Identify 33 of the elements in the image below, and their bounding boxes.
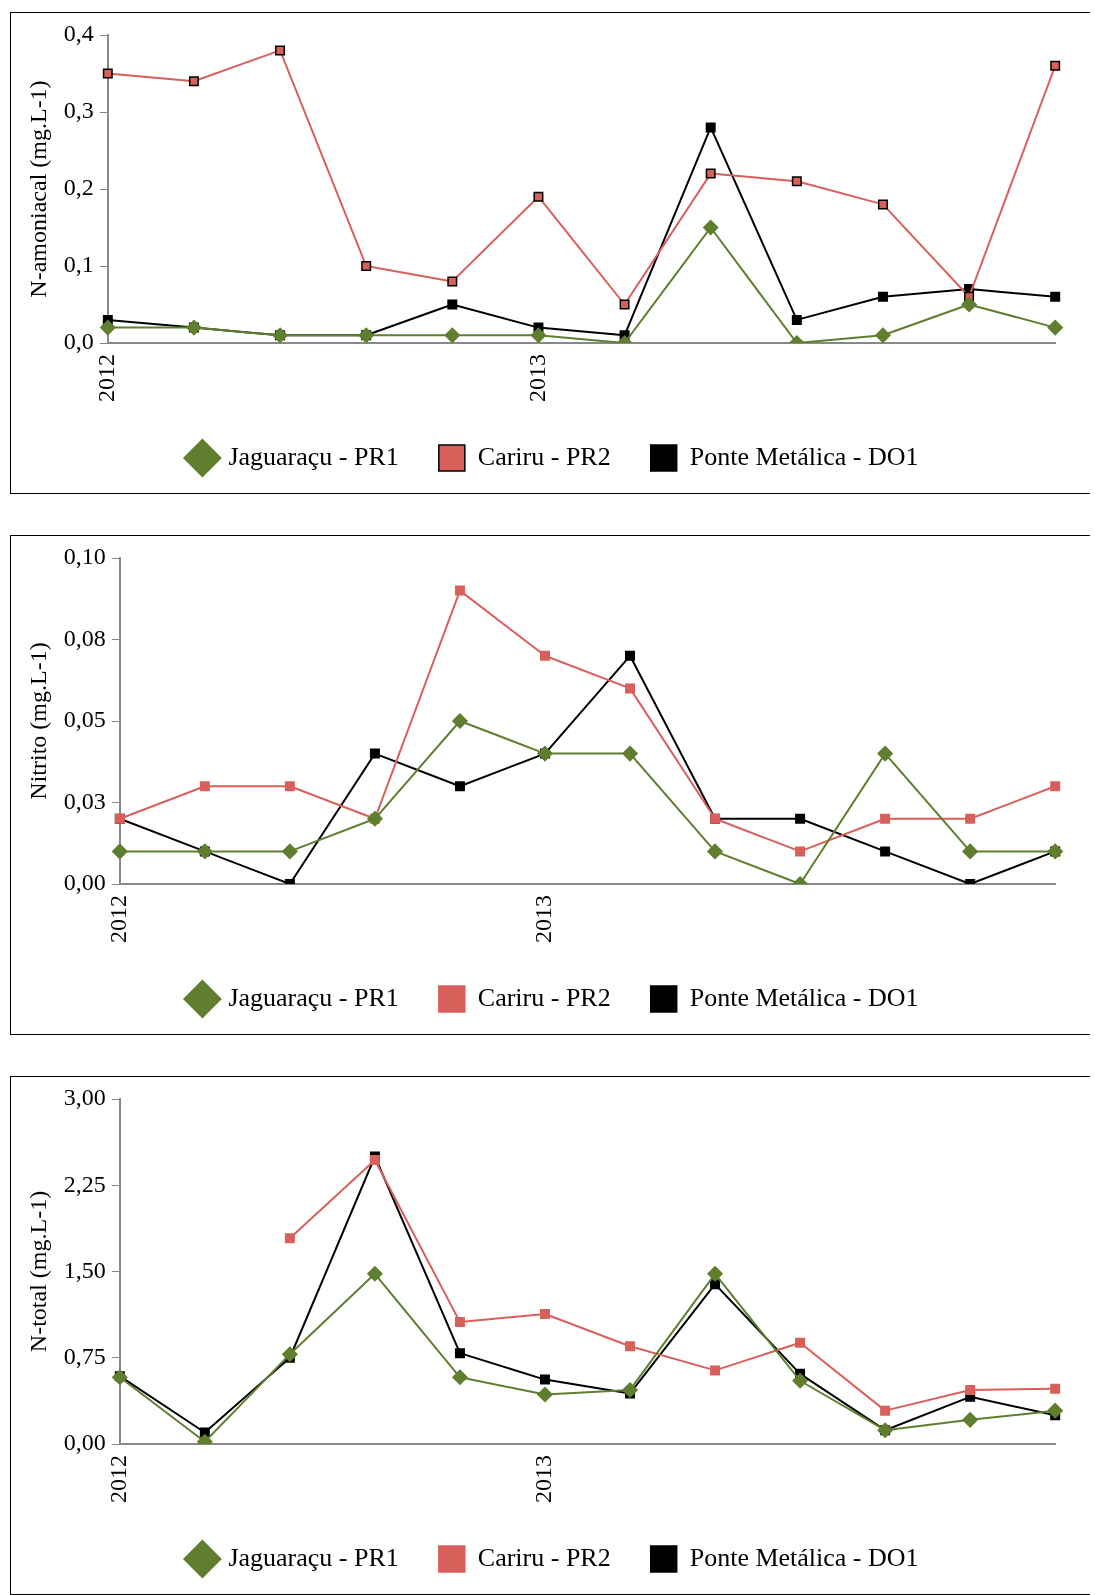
y-tick-label: 0,2 [63, 174, 94, 201]
y-tick-label: 0,00 [63, 869, 106, 896]
legend-label: Cariru - PR2 [477, 441, 611, 471]
y-axis-title: Nitrito (mg.L-1) [24, 642, 51, 800]
y-tick-label: 0,03 [63, 787, 106, 814]
legend-label: Ponte Metálica - DO1 [689, 1542, 919, 1572]
legend-label: Cariru - PR2 [477, 982, 611, 1012]
x-tick-label: 2012 [93, 354, 120, 402]
y-tick-label: 2,25 [63, 1170, 106, 1197]
y-tick-label: 0,05 [63, 706, 106, 733]
y-tick-label: 1,50 [63, 1256, 106, 1283]
y-axis-title: N-amoniacal (mg.L-1) [24, 80, 51, 298]
y-tick-label: 0,4 [63, 20, 94, 47]
y-tick-label: 0,10 [63, 543, 106, 570]
y-axis-title: N-total (mg.L-1) [24, 1190, 51, 1353]
legend-label: Jaguaraçu - PR1 [228, 982, 399, 1012]
x-tick-label: 2013 [530, 895, 557, 943]
y-tick-label: 0,00 [63, 1429, 106, 1456]
y-tick-label: 0,75 [63, 1343, 106, 1370]
x-tick-label: 2012 [105, 895, 132, 943]
legend-label: Jaguaraçu - PR1 [228, 1542, 399, 1572]
legend-label: Cariru - PR2 [477, 1542, 611, 1572]
legend-label: Ponte Metálica - DO1 [689, 441, 919, 471]
x-tick-label: 2013 [523, 354, 550, 402]
legend-label: Ponte Metálica - DO1 [689, 982, 919, 1012]
legend-label: Jaguaraçu - PR1 [228, 441, 399, 471]
y-tick-label: 0,3 [63, 97, 94, 124]
y-tick-label: 0,0 [63, 328, 94, 355]
y-tick-label: 0,08 [63, 624, 106, 651]
y-tick-label: 3,00 [63, 1084, 106, 1111]
y-tick-label: 0,1 [63, 251, 94, 278]
x-tick-label: 2013 [530, 1455, 557, 1503]
x-tick-label: 2012 [105, 1455, 132, 1503]
